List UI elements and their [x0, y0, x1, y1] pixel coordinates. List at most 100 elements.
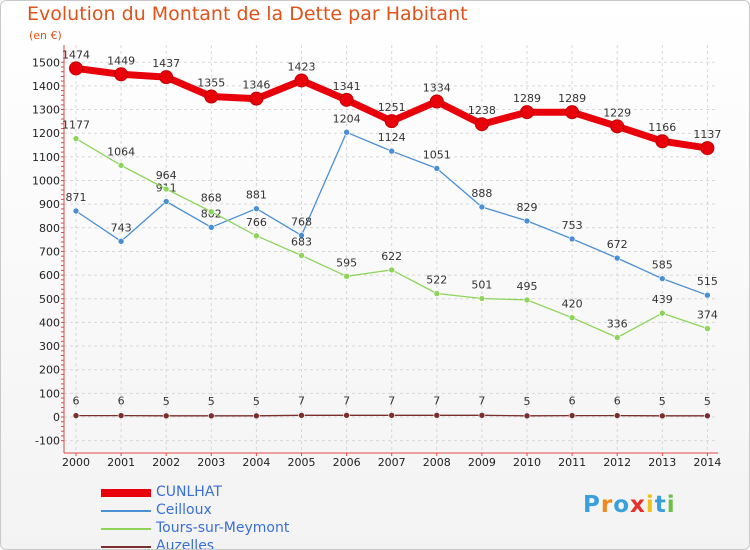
x-tick-label: 2002 — [152, 456, 180, 469]
data-point — [658, 412, 666, 420]
logo-letter: t — [654, 492, 667, 518]
x-tick-label: 2009 — [468, 456, 496, 469]
data-point — [704, 291, 711, 299]
data-label: 888 — [471, 187, 492, 200]
data-point — [429, 94, 444, 109]
data-point — [294, 73, 309, 88]
data-label: 5 — [163, 395, 170, 408]
x-tick-label: 2000 — [62, 456, 90, 469]
data-label: 7 — [478, 394, 485, 407]
legend-label: Tours-sur-Meymont — [156, 520, 290, 536]
data-label: 336 — [607, 318, 628, 331]
legend-swatch — [101, 528, 151, 530]
data-label: 1251 — [378, 101, 406, 114]
x-tick-label: 2006 — [333, 456, 361, 469]
data-point — [298, 412, 305, 419]
data-point — [69, 61, 83, 76]
data-label: 1238 — [468, 104, 496, 117]
data-label: 871 — [66, 191, 87, 204]
data-label: 1124 — [378, 131, 406, 144]
data-label: 5 — [253, 395, 260, 408]
data-label: 672 — [607, 238, 628, 251]
data-label: 1341 — [333, 80, 361, 93]
data-label: 1064 — [107, 145, 135, 158]
data-label: 1229 — [603, 106, 631, 119]
data-label: 829 — [517, 201, 538, 214]
x-tick-label: 2001 — [107, 456, 135, 469]
chart-unit: (en €) — [29, 29, 62, 42]
data-point — [343, 128, 350, 136]
data-label: 7 — [433, 394, 440, 407]
data-point — [339, 92, 354, 107]
logo-letter: i — [645, 492, 655, 518]
legend-label: Ceilloux — [156, 502, 212, 518]
data-label: 1177 — [62, 119, 90, 132]
data-label: 522 — [426, 274, 447, 287]
data-point — [700, 141, 715, 156]
data-point — [208, 208, 215, 216]
y-tick-label: 1200 — [32, 127, 60, 140]
y-tick-label: 800 — [39, 222, 60, 235]
data-point — [114, 67, 129, 82]
data-label: 1346 — [242, 79, 270, 92]
logo-letter: o — [613, 492, 631, 518]
x-tick-label: 2010 — [513, 456, 541, 469]
data-label: 374 — [697, 309, 718, 322]
data-point — [159, 70, 174, 85]
data-point — [388, 412, 396, 419]
data-point — [568, 314, 576, 321]
data-point — [704, 412, 711, 420]
data-point — [658, 309, 666, 317]
data-point — [384, 114, 399, 129]
data-point — [117, 237, 125, 245]
data-label: 1449 — [107, 54, 135, 67]
y-tick-label: 500 — [39, 293, 60, 306]
logo-letter: i — [666, 492, 676, 518]
data-label: 5 — [208, 395, 215, 408]
data-label: 868 — [201, 192, 222, 205]
data-point — [523, 412, 531, 420]
x-tick-label: 2013 — [648, 456, 676, 469]
data-point — [253, 205, 260, 212]
data-point — [658, 275, 666, 282]
data-label: 5 — [704, 395, 711, 408]
data-label: 881 — [246, 189, 267, 202]
data-label: 6 — [73, 395, 80, 408]
data-label: 768 — [291, 215, 312, 228]
chart-title: Evolution du Montant de la Dette par Hab… — [27, 3, 468, 25]
data-label: 1437 — [152, 57, 180, 70]
y-tick-label: 600 — [39, 269, 60, 282]
data-point — [568, 412, 576, 419]
data-label: 1204 — [333, 112, 361, 125]
data-point — [704, 325, 711, 332]
legend-swatch — [101, 510, 151, 512]
x-tick-label: 2005 — [288, 456, 316, 469]
x-tick-label: 2014 — [693, 456, 721, 469]
legend-label: CUNLHAT — [156, 484, 222, 500]
data-point — [204, 89, 219, 104]
data-label: 515 — [697, 275, 718, 288]
data-point — [474, 117, 489, 132]
x-tick-label: 2003 — [197, 456, 225, 469]
y-tick-label: 300 — [39, 340, 60, 353]
data-point — [478, 412, 486, 419]
data-point — [388, 266, 396, 274]
data-label: 1166 — [648, 121, 676, 134]
legend-swatch — [101, 546, 151, 548]
data-point — [298, 252, 305, 259]
data-point — [162, 185, 170, 193]
data-point — [565, 105, 580, 120]
data-label: 1289 — [513, 92, 541, 105]
data-label: 1051 — [423, 148, 451, 161]
legend-swatch — [101, 489, 151, 497]
data-point — [72, 412, 80, 419]
data-label: 439 — [652, 293, 673, 306]
y-tick-label: 200 — [39, 364, 60, 377]
data-point — [523, 296, 531, 304]
proxiti-logo: Proxiti — [583, 492, 676, 518]
data-label: 5 — [659, 395, 666, 408]
x-tick-label: 2012 — [603, 456, 631, 469]
data-point — [162, 412, 170, 420]
